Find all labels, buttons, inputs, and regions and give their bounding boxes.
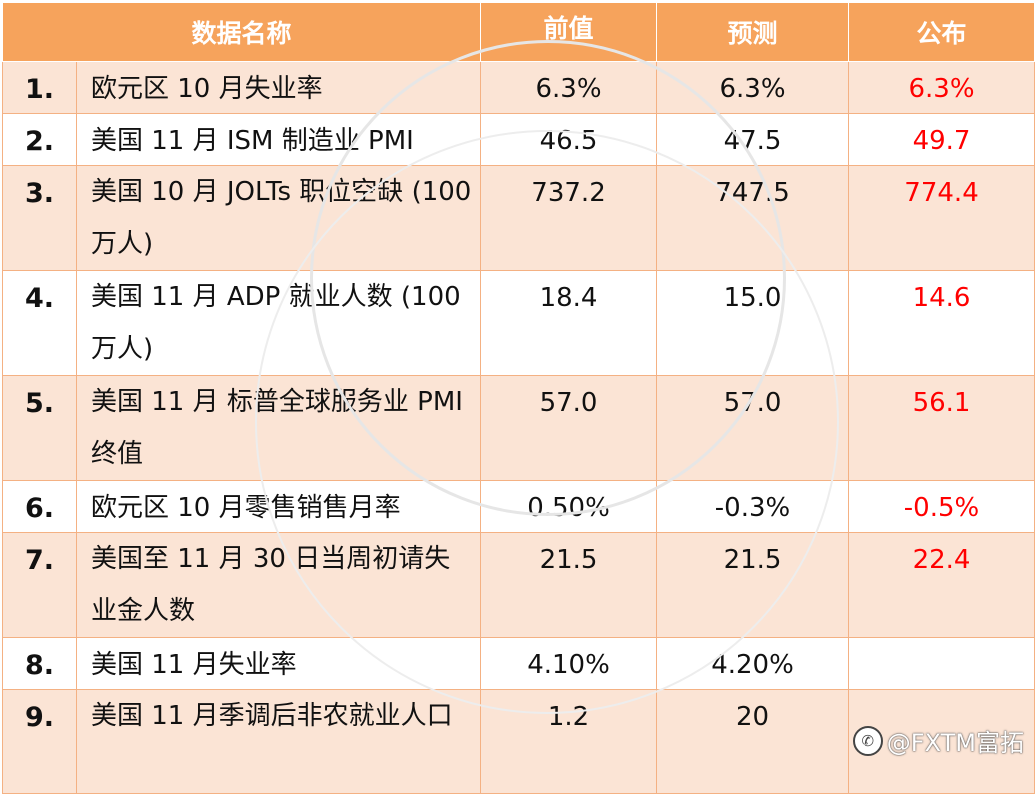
row-number: 8. bbox=[2, 637, 77, 690]
header-forecast: 预测 bbox=[656, 2, 850, 62]
row-prev: 1.2 bbox=[480, 689, 658, 794]
row-name: 美国 11 月季调后非农就业人口 bbox=[75, 689, 482, 794]
row-forecast: 15.0 bbox=[656, 270, 850, 376]
header-actual: 公布 bbox=[848, 2, 1036, 62]
row-number: 5. bbox=[2, 375, 77, 481]
row-name: 美国 11 月 标普全球服务业 PMI 终值 bbox=[75, 375, 482, 481]
row-name: 美国 11 月失业率 bbox=[75, 637, 482, 690]
header-name: 数据名称 bbox=[1, 2, 482, 62]
row-forecast: 20 bbox=[656, 689, 850, 794]
row-name: 美国 11 月 ISM 制造业 PMI bbox=[75, 113, 482, 166]
row-actual: 22.4 bbox=[848, 532, 1036, 638]
watermark-text: @FXTM富拓 bbox=[886, 729, 1024, 757]
table-row: 6. 欧元区 10 月零售销售月率 0.50% -0.3% -0.5% bbox=[2, 480, 1036, 533]
row-number: 6. bbox=[2, 480, 77, 533]
row-number: 3. bbox=[2, 165, 77, 271]
row-actual: 774.4 bbox=[848, 165, 1036, 271]
row-number: 9. bbox=[2, 689, 77, 794]
row-number: 4. bbox=[2, 270, 77, 376]
table-row: 3. 美国 10 月 JOLTs 职位空缺 (100 万人) 737.2 747… bbox=[2, 165, 1036, 271]
row-number: 1. bbox=[2, 61, 77, 114]
row-prev: 57.0 bbox=[480, 375, 658, 481]
row-forecast: 21.5 bbox=[656, 532, 850, 638]
row-actual: -0.5% bbox=[848, 480, 1036, 533]
row-forecast: 4.20% bbox=[656, 637, 850, 690]
row-forecast: 57.0 bbox=[656, 375, 850, 481]
row-name: 欧元区 10 月失业率 bbox=[75, 61, 482, 114]
watermark-label: ✆ @FXTM富拓 bbox=[852, 723, 1024, 758]
table-row: 1. 欧元区 10 月失业率 6.3% 6.3% 6.3% bbox=[2, 61, 1036, 114]
row-actual: 14.6 bbox=[848, 270, 1036, 376]
header-prev: 前值 bbox=[480, 2, 658, 62]
row-actual: 49.7 bbox=[848, 113, 1036, 166]
table-row: 4. 美国 11 月 ADP 就业人数 (100 万人) 18.4 15.0 1… bbox=[2, 270, 1036, 376]
table-row: 2. 美国 11 月 ISM 制造业 PMI 46.5 47.5 49.7 bbox=[2, 113, 1036, 166]
row-name: 美国至 11 月 30 日当周初请失业金人数 bbox=[75, 532, 482, 638]
row-prev: 18.4 bbox=[480, 270, 658, 376]
table-row: 8. 美国 11 月失业率 4.10% 4.20% bbox=[2, 637, 1036, 690]
row-number: 2. bbox=[2, 113, 77, 166]
row-forecast: 6.3% bbox=[656, 61, 850, 114]
table-row: 5. 美国 11 月 标普全球服务业 PMI 终值 57.0 57.0 56.1 bbox=[2, 375, 1036, 481]
table-row: 7. 美国至 11 月 30 日当周初请失业金人数 21.5 21.5 22.4 bbox=[2, 532, 1036, 638]
row-forecast: -0.3% bbox=[656, 480, 850, 533]
row-forecast: 47.5 bbox=[656, 113, 850, 166]
row-prev: 21.5 bbox=[480, 532, 658, 638]
row-name: 美国 10 月 JOLTs 职位空缺 (100 万人) bbox=[75, 165, 482, 271]
row-actual: 6.3% bbox=[848, 61, 1036, 114]
row-actual: 56.1 bbox=[848, 375, 1036, 481]
row-prev: 6.3% bbox=[480, 61, 658, 114]
row-prev: 4.10% bbox=[480, 637, 658, 690]
row-name: 欧元区 10 月零售销售月率 bbox=[75, 480, 482, 533]
table-header-row: 数据名称 前值 预测 公布 bbox=[1, 2, 1036, 62]
row-prev: 0.50% bbox=[480, 480, 658, 533]
table-row: 9. 美国 11 月季调后非农就业人口 1.2 20 bbox=[2, 689, 1036, 794]
row-actual bbox=[848, 637, 1036, 690]
weibo-logo-icon: ✆ bbox=[852, 725, 883, 756]
row-prev: 46.5 bbox=[480, 113, 658, 166]
row-number: 7. bbox=[2, 532, 77, 638]
row-name: 美国 11 月 ADP 就业人数 (100 万人) bbox=[75, 270, 482, 376]
row-forecast: 747.5 bbox=[656, 165, 850, 271]
row-prev: 737.2 bbox=[480, 165, 658, 271]
